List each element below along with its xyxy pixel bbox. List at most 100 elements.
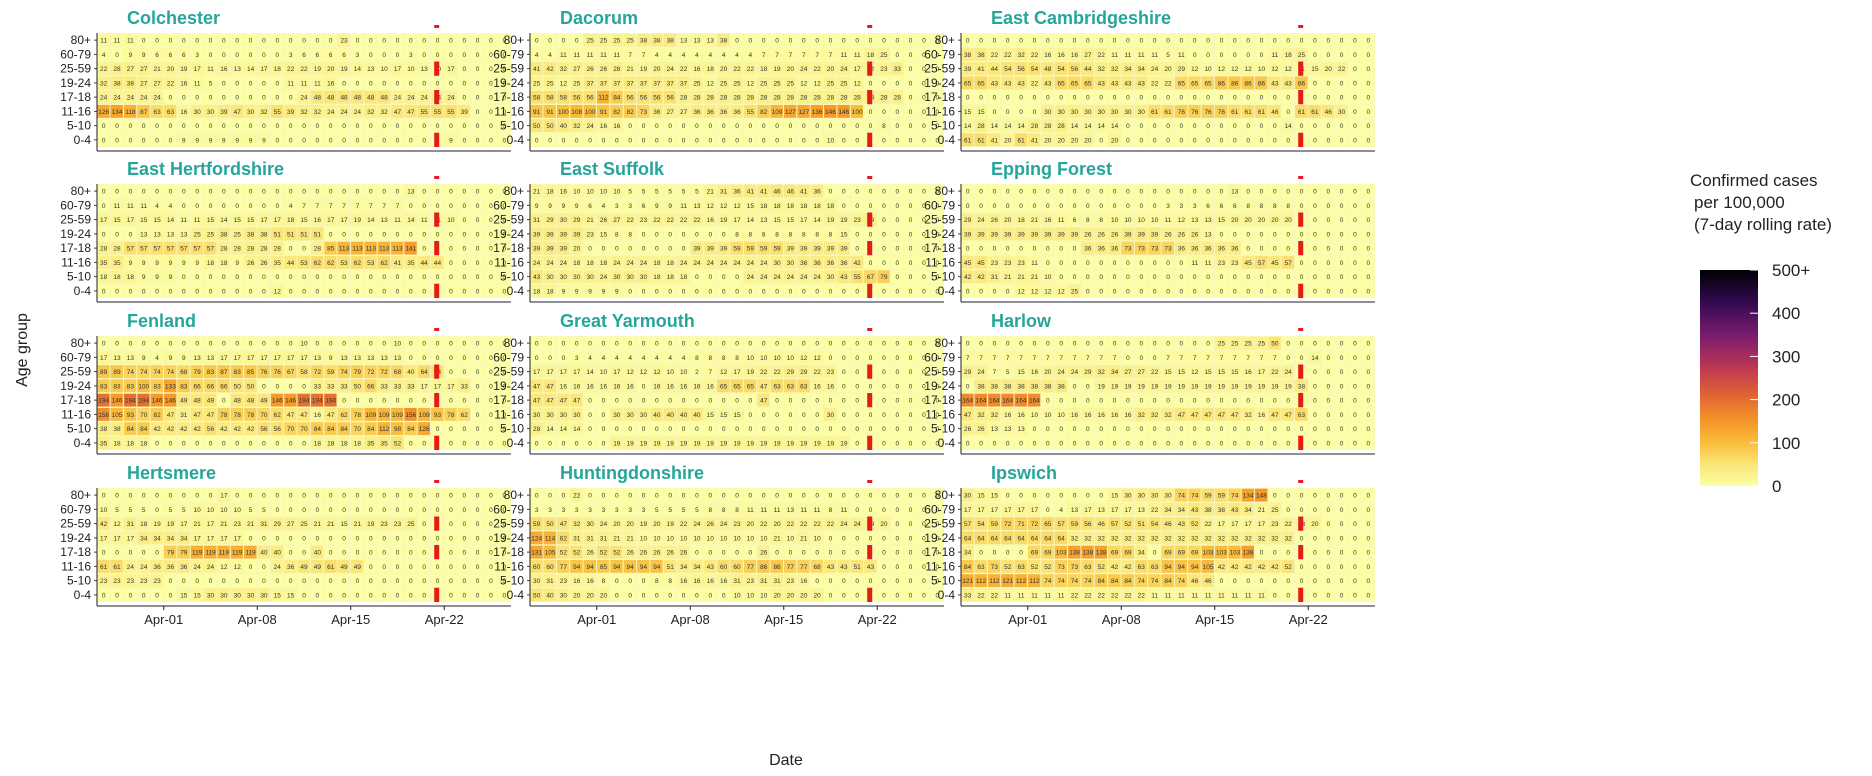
cell-value: 46 xyxy=(1325,109,1333,116)
cell-value: 0 xyxy=(369,493,373,500)
cell-value: 0 xyxy=(1313,137,1317,144)
cell-value: 0 xyxy=(1086,260,1090,267)
cell-value: 24 xyxy=(800,66,808,73)
cell-value: 0 xyxy=(1286,137,1290,144)
cell-value: 39 xyxy=(827,246,835,253)
cell-value: 7 xyxy=(966,355,970,362)
cell-value: 19 xyxy=(773,440,781,447)
cell-value: 76 xyxy=(1218,109,1226,116)
age-label: 11-16 xyxy=(494,104,524,118)
cell-value: 15 xyxy=(140,217,148,224)
cell-value: 0 xyxy=(1286,231,1290,238)
cell-value: 127 xyxy=(798,109,809,116)
cell-value: 28 xyxy=(234,246,242,253)
cell-value: 9 xyxy=(449,137,453,144)
cell-value: 0 xyxy=(275,535,279,542)
cell-value: 0 xyxy=(588,412,592,419)
cell-value: 0 xyxy=(409,203,413,210)
cell-value: 0 xyxy=(708,137,712,144)
marker-top xyxy=(867,176,872,179)
cell-value: 7 xyxy=(789,52,793,59)
cell-value: 0 xyxy=(1367,288,1371,295)
cell-value: 16 xyxy=(327,80,335,87)
cell-value: 40 xyxy=(274,550,282,557)
cell-value: 61 xyxy=(1017,137,1025,144)
cell-value: 55 xyxy=(447,109,455,116)
cell-value: 0 xyxy=(1126,189,1130,196)
cell-value: 0 xyxy=(449,52,453,59)
cell-value: 39 xyxy=(693,246,701,253)
cell-value: 0 xyxy=(329,288,333,295)
cell-value: 5 xyxy=(142,507,146,514)
cell-value: 20 xyxy=(1271,217,1279,224)
cell-value: 42 xyxy=(546,66,554,73)
cell-value: 4 xyxy=(628,355,632,362)
cell-value: 39 xyxy=(560,231,568,238)
cell-value: 0 xyxy=(1340,38,1344,45)
cell-value: 9 xyxy=(262,137,266,144)
cell-value: 4 xyxy=(735,52,739,59)
cell-value: 13 xyxy=(354,355,362,362)
cell-value: 13 xyxy=(991,426,999,433)
cell-value: 0 xyxy=(1233,52,1237,59)
cell-value: 0 xyxy=(1046,426,1050,433)
cell-value: 0 xyxy=(155,137,159,144)
cell-value: 0 xyxy=(1353,369,1357,376)
cell-value: 33 xyxy=(894,66,902,73)
cell-value: 10 xyxy=(613,189,621,196)
cell-value: 34 xyxy=(1124,66,1132,73)
cell-value: 0 xyxy=(1046,246,1050,253)
cell-value: 17 xyxy=(220,493,228,500)
cell-value: 0 xyxy=(966,246,970,253)
cell-value: 194 xyxy=(312,398,323,405)
age-label: 19-24 xyxy=(493,379,524,393)
cell-value: 0 xyxy=(129,137,133,144)
cell-value: 30 xyxy=(827,412,835,419)
cell-value: 0 xyxy=(342,341,346,348)
cell-value: 0 xyxy=(302,288,306,295)
cell-value: 0 xyxy=(1180,341,1184,348)
marker-bar xyxy=(1298,284,1303,298)
cell-value: 0 xyxy=(882,341,886,348)
cell-value: 24 xyxy=(100,95,108,102)
age-label: 0-4 xyxy=(938,436,956,450)
cell-value: 18 xyxy=(100,274,108,281)
cell-value: 0 xyxy=(1033,440,1037,447)
cell-value: 0 xyxy=(1206,95,1210,102)
cell-value: 15 xyxy=(977,109,985,116)
cell-value: 0 xyxy=(1153,274,1157,281)
cell-value: 9 xyxy=(562,288,566,295)
cell-value: 10 xyxy=(207,507,215,514)
cell-value: 0 xyxy=(209,95,213,102)
cell-value: 0 xyxy=(1059,398,1063,405)
cell-value: 0 xyxy=(422,80,426,87)
cell-value: 0 xyxy=(1313,80,1317,87)
cell-value: 62 xyxy=(340,412,348,419)
cell-value: 0 xyxy=(1073,203,1077,210)
cell-value: 78 xyxy=(354,412,362,419)
age-label: 5-10 xyxy=(931,119,955,133)
cell-value: 19 xyxy=(367,521,375,528)
cell-value: 0 xyxy=(979,341,983,348)
cell-value: 0 xyxy=(329,493,333,500)
cell-value: 0 xyxy=(1033,203,1037,210)
cell-value: 0 xyxy=(1246,95,1250,102)
cell-value: 0 xyxy=(489,137,493,144)
cell-value: 0 xyxy=(476,383,480,390)
cell-value: 37 xyxy=(680,80,688,87)
cell-value: 41 xyxy=(1031,137,1039,144)
cell-value: 0 xyxy=(895,38,899,45)
cell-value: 32 xyxy=(381,109,389,116)
cell-value: 40 xyxy=(314,550,322,557)
cell-value: 0 xyxy=(1166,426,1170,433)
cell-value: 36 xyxy=(1111,246,1119,253)
cell-value: 0 xyxy=(1153,341,1157,348)
cell-value: 0 xyxy=(695,123,699,130)
cell-value: 0 xyxy=(1233,440,1237,447)
cell-value: 3 xyxy=(615,203,619,210)
cell-value: 0 xyxy=(775,38,779,45)
cell-value: 47 xyxy=(234,109,242,116)
cell-value: 65 xyxy=(977,80,985,87)
cell-value: 0 xyxy=(1273,123,1277,130)
